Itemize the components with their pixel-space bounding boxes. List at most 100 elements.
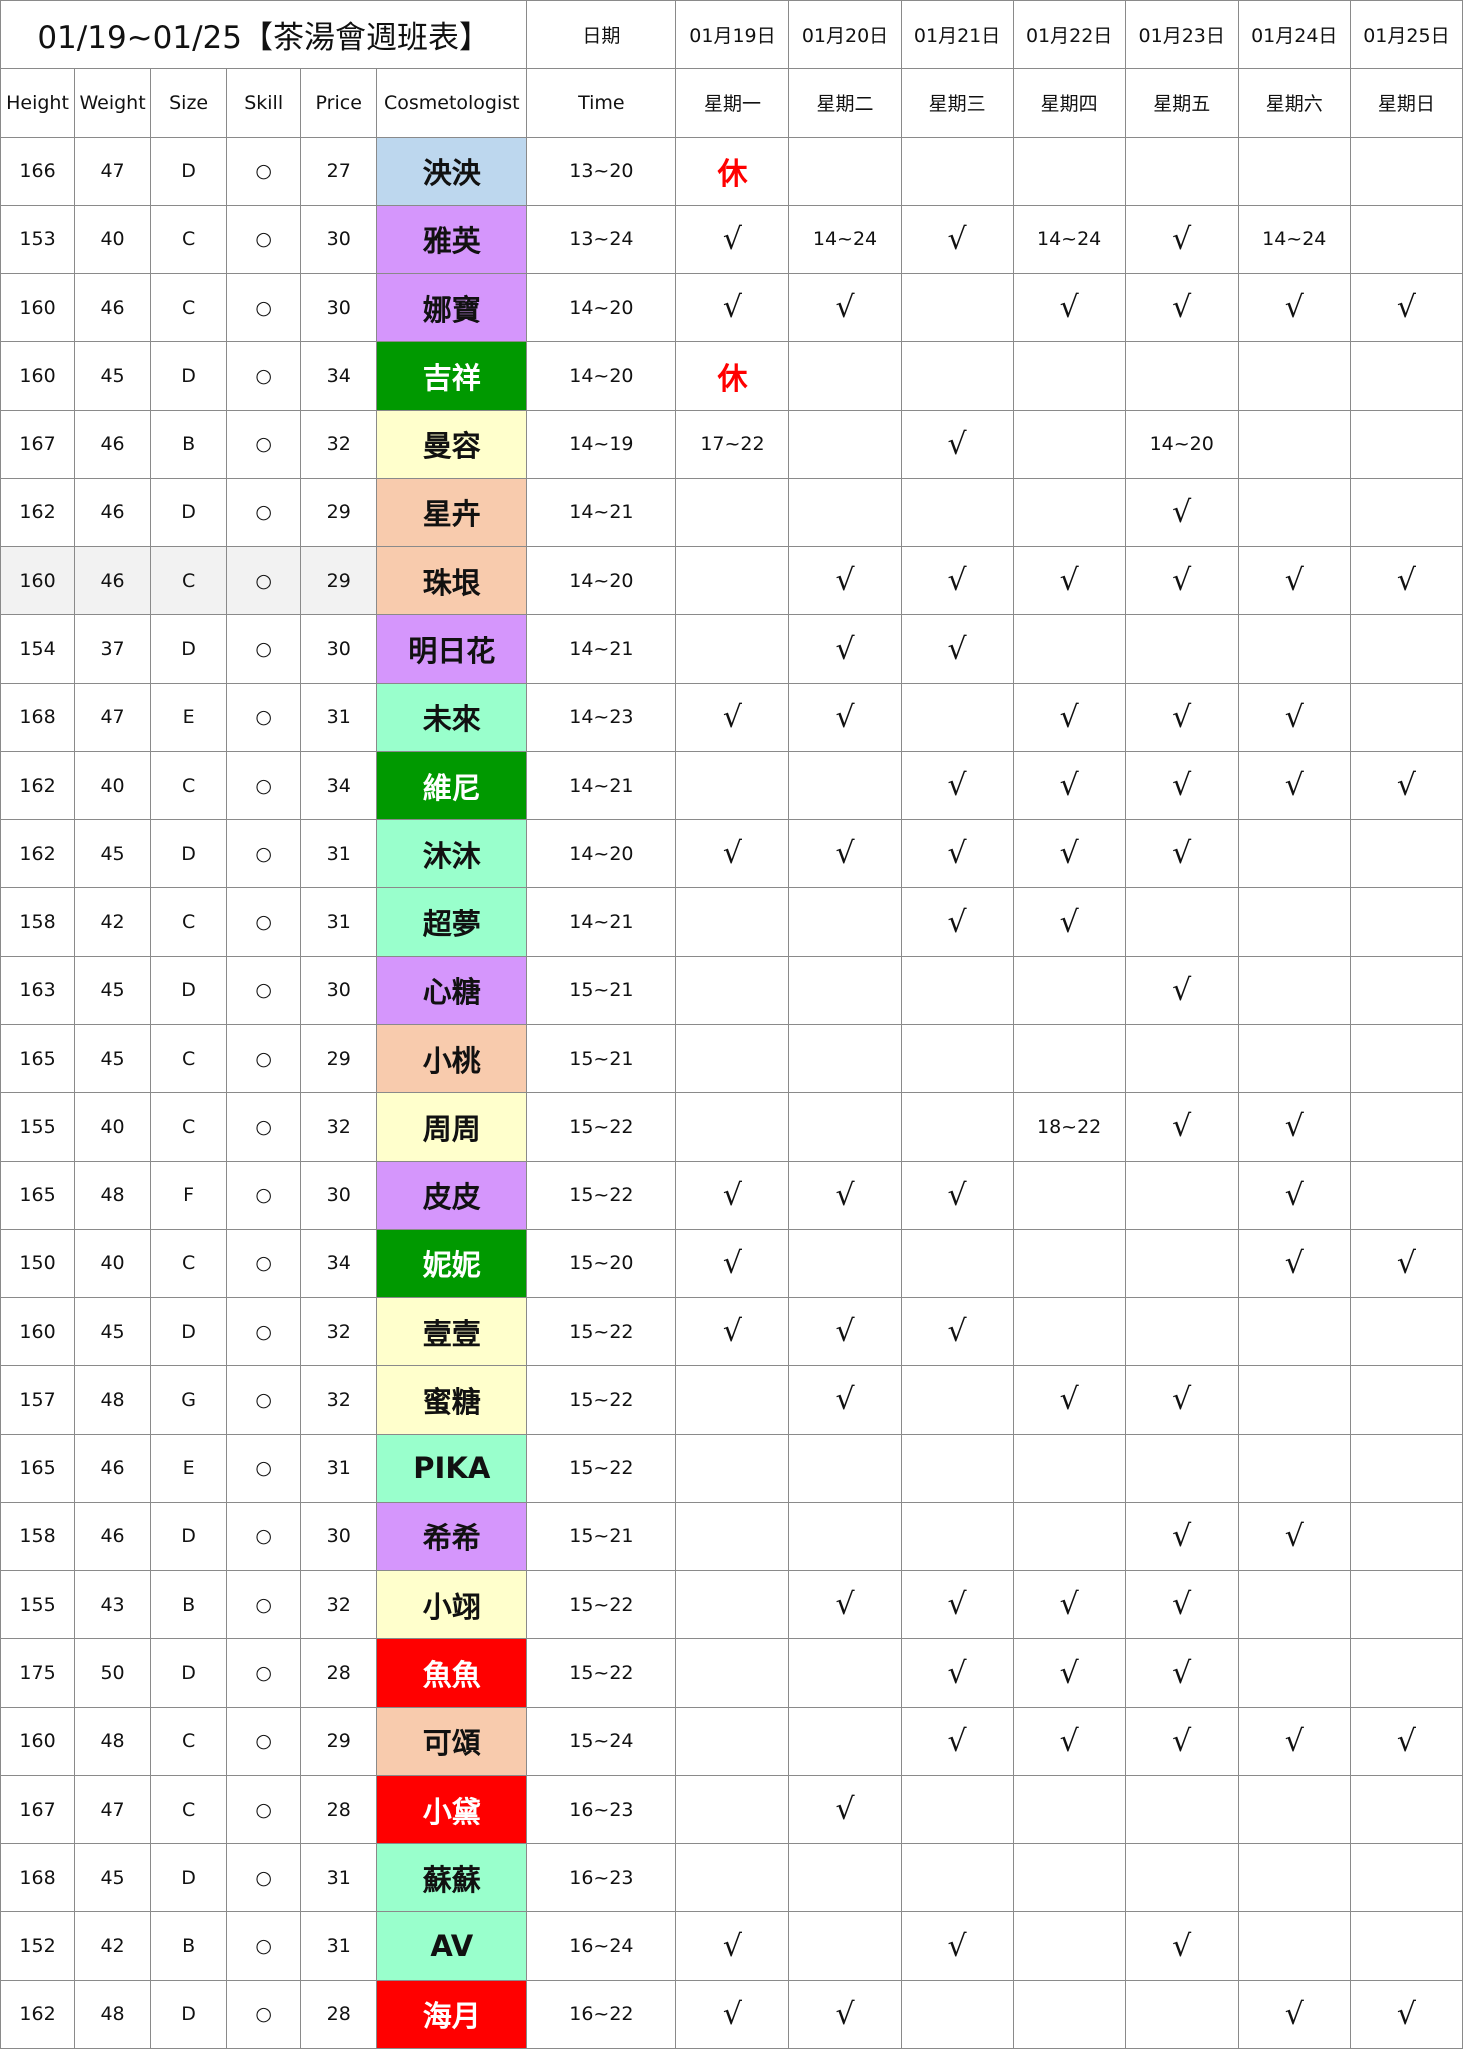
size-cell: D — [150, 1297, 228, 1367]
cosmetologist-name: 明日花 — [376, 614, 528, 684]
table-row: 165 46 E ○ 31 PIKA 15~22 — [0, 1433, 1463, 1503]
weight-cell: 46 — [74, 409, 152, 479]
day-cell — [1124, 614, 1239, 684]
day-cell — [788, 341, 902, 411]
day-cell — [1012, 1911, 1126, 1981]
weight-cell: 40 — [74, 204, 152, 275]
time-cell: 14~21 — [526, 887, 677, 957]
height-cell: 157 — [0, 1365, 76, 1435]
check-mark: √ — [675, 1979, 790, 2049]
check-mark: √ — [1012, 1570, 1126, 1640]
column-header-size: Size — [150, 68, 228, 138]
cosmetologist-name: PIKA — [376, 1433, 528, 1503]
day-cell — [1237, 1365, 1351, 1435]
table-row: 153 40 C ○ 30 雅英 13~24 √ 14~24 √ 14~24 √ 14~24 — [0, 204, 1463, 275]
height-cell: 154 — [0, 614, 76, 684]
time-cell: 15~21 — [526, 1023, 677, 1094]
day-cell — [1349, 887, 1463, 957]
height-cell: 160 — [0, 273, 76, 343]
day-cell — [900, 1979, 1014, 2049]
day-cell — [1124, 1979, 1239, 2049]
size-cell: E — [150, 682, 228, 752]
check-mark: √ — [1349, 750, 1463, 821]
cosmetologist-name: 小翊 — [376, 1570, 528, 1640]
date-header: 01月24日 — [1237, 0, 1351, 70]
date-header: 01月21日 — [900, 0, 1014, 70]
table-row: 168 47 E ○ 31 未來 14~23 √ √ √ √ √ — [0, 682, 1463, 752]
time-cell: 14~23 — [526, 682, 677, 752]
table-row: 155 43 B ○ 32 小翊 15~22 √ √ √ √ — [0, 1570, 1463, 1640]
time-cell: 14~21 — [526, 614, 677, 684]
price-cell: 29 — [300, 546, 378, 616]
price-cell: 31 — [300, 1433, 378, 1503]
cosmetologist-name: 小黛 — [376, 1774, 528, 1845]
day-cell — [788, 1092, 902, 1162]
check-mark: √ — [1124, 1092, 1239, 1162]
time-cell: 14~20 — [526, 546, 677, 616]
column-header-height: Height — [0, 68, 76, 138]
height-cell: 160 — [0, 546, 76, 616]
weight-cell: 47 — [74, 682, 152, 752]
weight-cell: 45 — [74, 341, 152, 411]
price-cell: 29 — [300, 1023, 378, 1094]
size-cell: C — [150, 546, 228, 616]
price-cell: 29 — [300, 1706, 378, 1776]
day-cell — [675, 1774, 790, 1845]
cosmetologist-name: 小桃 — [376, 1023, 528, 1094]
weight-cell: 40 — [74, 1092, 152, 1162]
weight-cell: 46 — [74, 546, 152, 616]
check-mark: √ — [1237, 546, 1351, 616]
table-row: 160 45 D ○ 34 吉祥 14~20 休 — [0, 341, 1463, 411]
check-mark: √ — [788, 273, 902, 343]
price-cell: 32 — [300, 409, 378, 479]
skill-cell: ○ — [226, 273, 302, 343]
size-cell: G — [150, 1365, 228, 1435]
check-mark: √ — [900, 1911, 1014, 1981]
day-cell — [675, 614, 790, 684]
day-cell — [1349, 1365, 1463, 1435]
skill-cell: ○ — [226, 1638, 302, 1708]
day-cell — [788, 887, 902, 957]
date-header: 01月23日 — [1124, 0, 1239, 70]
day-off-mark: 休 — [675, 341, 790, 411]
table-row: 163 45 D ○ 30 心糖 15~21 √ — [0, 955, 1463, 1025]
check-mark: √ — [900, 1570, 1014, 1640]
day-cell — [675, 1433, 790, 1503]
day-cell — [1237, 1023, 1351, 1094]
day-off-mark: 休 — [675, 136, 790, 206]
weight-cell: 45 — [74, 1843, 152, 1913]
check-mark: √ — [788, 682, 902, 752]
day-cell — [788, 750, 902, 821]
check-mark: √ — [900, 204, 1014, 275]
skill-cell: ○ — [226, 1706, 302, 1776]
weekday-header: 星期四 — [1012, 68, 1126, 138]
day-cell — [1349, 1843, 1463, 1913]
skill-cell: ○ — [226, 136, 302, 206]
check-mark: √ — [900, 1160, 1014, 1230]
skill-cell: ○ — [226, 477, 302, 548]
size-cell: D — [150, 1843, 228, 1913]
check-mark: √ — [1237, 682, 1351, 752]
time-cell: 14~21 — [526, 750, 677, 821]
weekday-header: 星期三 — [900, 68, 1014, 138]
day-cell — [1349, 1570, 1463, 1640]
check-mark: √ — [675, 1911, 790, 1981]
price-cell: 31 — [300, 819, 378, 889]
time-cell: 15~20 — [526, 1228, 677, 1299]
weight-cell: 42 — [74, 1911, 152, 1981]
time-cell: 15~22 — [526, 1092, 677, 1162]
cosmetologist-name: 壹壹 — [376, 1297, 528, 1367]
day-cell — [1349, 1160, 1463, 1230]
time-cell: 15~22 — [526, 1297, 677, 1367]
price-cell: 28 — [300, 1638, 378, 1708]
time-cell: 15~21 — [526, 955, 677, 1025]
day-cell — [1124, 887, 1239, 957]
check-mark: √ — [1237, 273, 1351, 343]
day-cell: 14~24 — [1237, 204, 1351, 275]
skill-cell: ○ — [226, 1843, 302, 1913]
cosmetologist-name: 魚魚 — [376, 1638, 528, 1708]
day-cell: 17~22 — [675, 409, 790, 479]
skill-cell: ○ — [226, 1365, 302, 1435]
price-cell: 32 — [300, 1092, 378, 1162]
